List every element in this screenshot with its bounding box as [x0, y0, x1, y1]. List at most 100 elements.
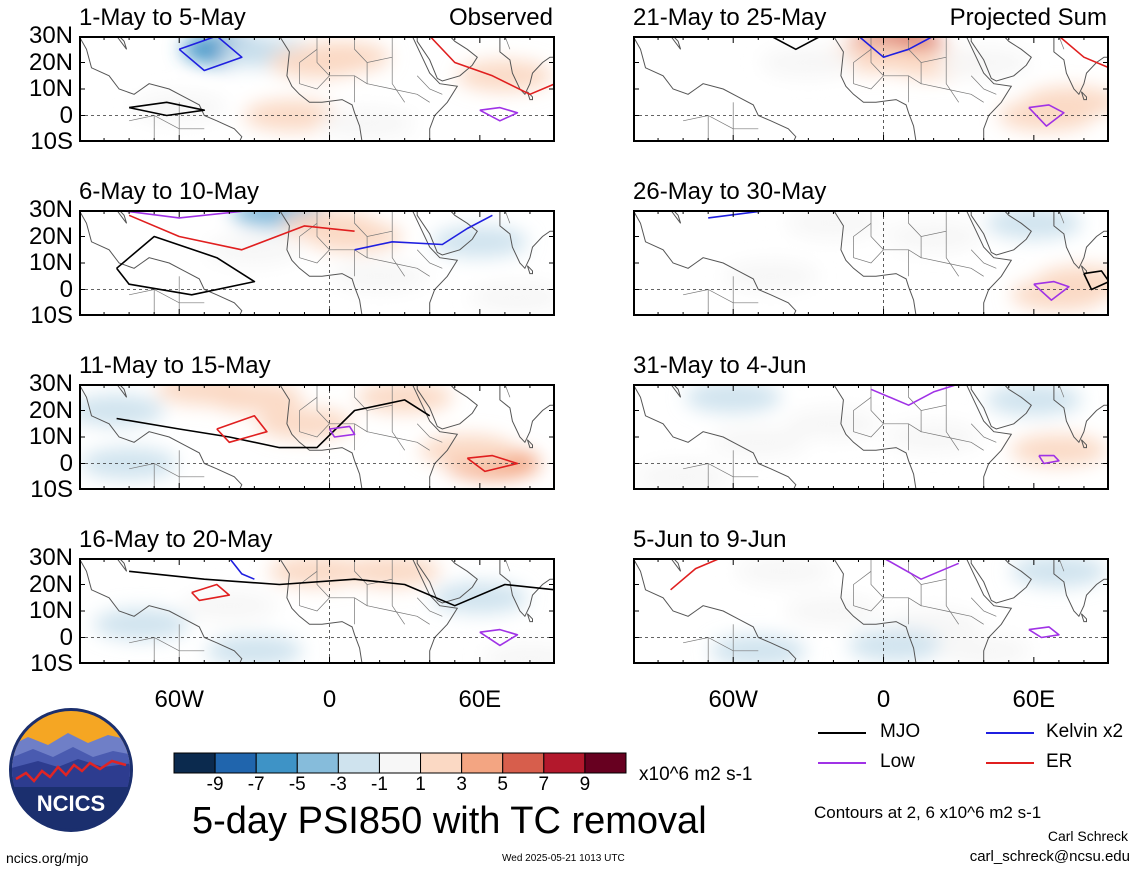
shading-blob [710, 634, 807, 664]
contours-note: Contours at 2, 6 x10^6 m2 s-1 [814, 803, 1042, 822]
country-border [870, 384, 947, 433]
lat-label: 10N [28, 249, 73, 276]
shading-blob [785, 210, 882, 240]
coastline [1053, 36, 1109, 96]
shading-blob [294, 41, 391, 74]
panel-title: 1-May to 5-May [79, 4, 246, 31]
lat-label: 0 [59, 275, 73, 303]
lat-label: 20N [28, 222, 73, 250]
contour-er [128, 214, 355, 251]
country-border [354, 384, 368, 411]
lat-label: 0 [59, 101, 73, 129]
lat-label: 30N [28, 196, 73, 223]
country-border [504, 210, 511, 224]
country-border [316, 384, 393, 433]
lat-label: 30N [28, 22, 73, 49]
panel-title: 21-May to 25-May [633, 4, 827, 31]
country-border [921, 257, 984, 277]
shading-blob [935, 46, 1032, 79]
lat-label: 10S [30, 302, 73, 329]
coastline [832, 210, 1013, 316]
contour-mjo [770, 36, 822, 51]
contour-er [191, 583, 231, 602]
colorbar-label: -1 [371, 774, 388, 795]
country-border [416, 75, 443, 95]
shading-blob [79, 394, 165, 427]
coastline [832, 384, 1013, 490]
coastline [79, 558, 243, 664]
country-border [129, 463, 205, 478]
contour-kelvin [178, 36, 243, 72]
lat-label: 30N [28, 370, 73, 397]
coastline [79, 36, 243, 142]
country-border [683, 289, 759, 304]
country-border [391, 405, 405, 451]
contour-er [429, 36, 555, 96]
coastline [1053, 558, 1109, 618]
country-border [367, 83, 430, 103]
colorbar-label: 5 [497, 774, 508, 795]
country-border [853, 571, 872, 606]
colorbar-label: 9 [579, 774, 591, 795]
map-svg [79, 384, 555, 490]
map-svg [633, 384, 1109, 490]
country-border [853, 397, 872, 432]
country-border [1058, 36, 1065, 50]
colorbar-swatch [461, 752, 504, 774]
timestamp: Wed 2025-05-21 1013 UTC [502, 853, 625, 864]
lon-label: 60E [458, 686, 502, 713]
shading-blob [206, 384, 303, 414]
lat-label: 20N [28, 570, 73, 598]
country-border [908, 384, 922, 411]
country-border [367, 431, 430, 451]
shading-blob [722, 260, 819, 293]
shading-blob [319, 107, 416, 140]
panel-title: 6-May to 10-May [79, 178, 260, 205]
contour-low [883, 558, 960, 580]
country-border [299, 571, 318, 606]
map-svg [633, 210, 1109, 316]
contour-mjo [116, 399, 431, 449]
colorbar-label: -7 [247, 774, 265, 795]
map-panel [633, 210, 1109, 316]
legend-line-er [986, 762, 1034, 764]
country-border [853, 223, 872, 258]
map-svg [633, 36, 1109, 142]
legend-line-kelvin [986, 732, 1034, 734]
lat-label: 10S [30, 650, 73, 677]
shading-blob [93, 608, 190, 641]
colorbar-swatch [584, 752, 627, 774]
coastline [669, 36, 682, 50]
shading-blob [1010, 558, 1107, 588]
shading-blob [1010, 434, 1107, 467]
ncics-logo: NCICS [9, 708, 133, 832]
country-border [299, 249, 330, 264]
country-border [391, 57, 405, 103]
coastline [970, 384, 1032, 430]
coastline [115, 36, 128, 50]
country-border [1058, 210, 1065, 224]
main-title: 5-day PSI850 with TC removal [192, 800, 707, 842]
contour-mjo [129, 570, 555, 607]
country-border [416, 597, 443, 617]
map-panel [79, 210, 555, 316]
map-svg [79, 558, 555, 664]
contour-er [216, 415, 268, 444]
colorbar-units: x10^6 m2 s-1 [639, 764, 753, 785]
shading-blob [685, 384, 782, 414]
coastline [278, 36, 459, 142]
country-border [316, 36, 393, 85]
country-border [945, 405, 959, 451]
country-border [416, 249, 443, 269]
country-border [683, 463, 759, 478]
coastline [669, 558, 682, 572]
colorbar-label: 3 [456, 774, 467, 795]
colorbar-label: -5 [288, 774, 306, 795]
lat-label: 0 [59, 623, 73, 651]
legend-label: MJO [880, 721, 921, 742]
map-panel [633, 36, 1109, 142]
coastline [278, 384, 459, 490]
shading-blob [885, 220, 982, 253]
colorbar-swatch [337, 752, 380, 774]
colorbar-label: -9 [206, 774, 224, 795]
